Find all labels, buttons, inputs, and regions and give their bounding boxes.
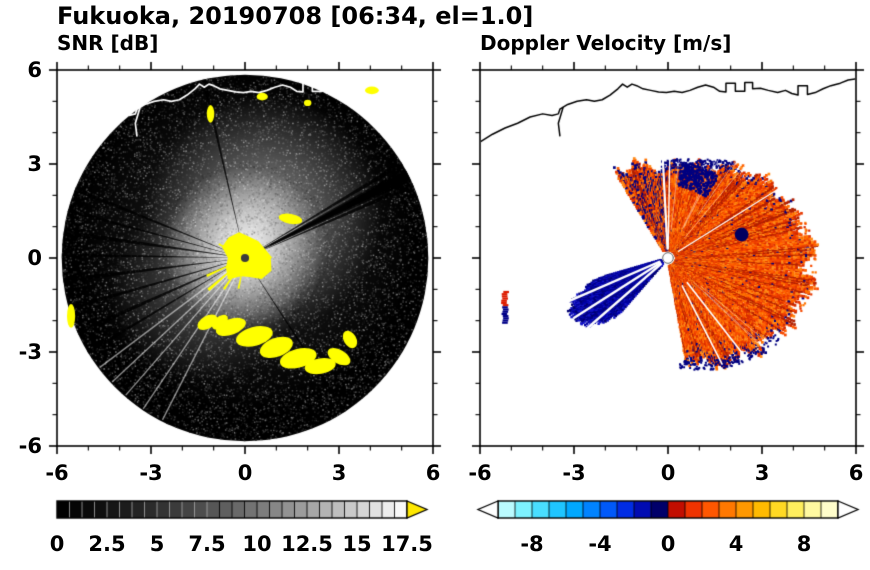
colorbar-tick-label: 0: [660, 532, 676, 556]
x-tick-label: 0: [660, 461, 676, 485]
colorbar-tick-label: 8: [796, 532, 812, 556]
x-tick-label: 3: [331, 461, 347, 485]
y-tick-label: -3: [18, 340, 42, 364]
x-tick-label: -3: [139, 461, 163, 485]
y-tick-label: 3: [27, 152, 42, 176]
x-tick-label: 3: [754, 461, 770, 485]
colorbar-tick-label: -8: [520, 532, 544, 556]
colorbar-tick-label: 15: [342, 532, 372, 556]
x-tick-label: -6: [468, 461, 492, 485]
x-tick-label: -6: [45, 461, 69, 485]
colorbar-tick-label: 2.5: [88, 532, 126, 556]
y-tick-label: -6: [18, 434, 42, 458]
snr-ppi-plot: [45, 58, 445, 458]
colorbar-tick-label: 17.5: [381, 532, 433, 556]
x-tick-label: 6: [425, 461, 441, 485]
colorbar-tick-label: 7.5: [188, 532, 226, 556]
doppler-panel-title: Doppler Velocity [m/s]: [480, 31, 732, 55]
colorbar-tick-label: 5: [149, 532, 165, 556]
colorbar-tick-label: -4: [588, 532, 612, 556]
snr-panel-title: SNR [dB]: [57, 31, 159, 55]
doppler-colorbar: [456, 498, 870, 528]
x-tick-label: 6: [848, 461, 864, 485]
doppler-ppi-plot: [468, 58, 868, 458]
snr-colorbar: [45, 498, 445, 528]
y-tick-label: 6: [27, 58, 42, 82]
colorbar-tick-label: 10: [242, 532, 272, 556]
x-tick-label: -3: [562, 461, 586, 485]
colorbar-tick-label: 0: [49, 532, 65, 556]
colorbar-tick-label: 12.5: [281, 532, 333, 556]
x-tick-label: 0: [237, 461, 253, 485]
colorbar-tick-label: 4: [728, 532, 744, 556]
figure-title: Fukuoka, 20190708 [06:34, el=1.0]: [57, 2, 534, 30]
y-tick-label: 0: [27, 246, 42, 270]
